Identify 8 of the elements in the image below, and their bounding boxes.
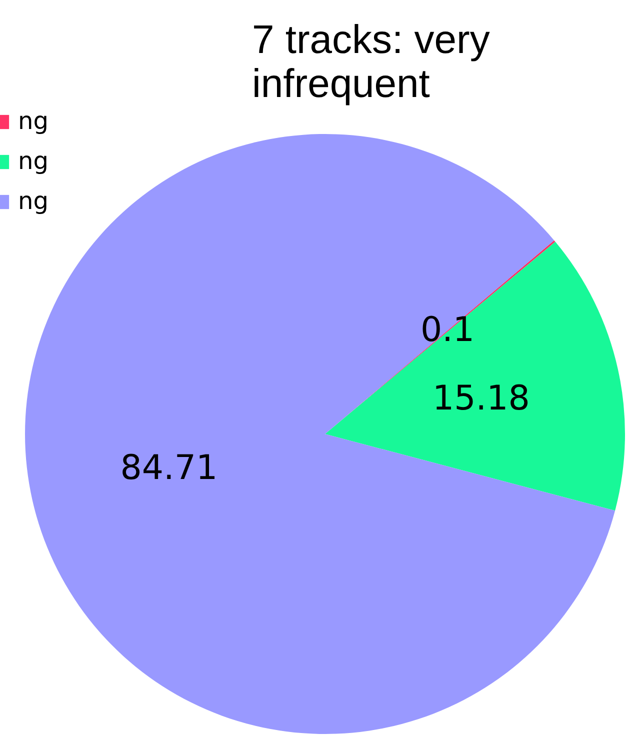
legend-label: ng <box>18 147 48 175</box>
legend-label: ng <box>18 187 48 215</box>
legend-label: ng <box>18 107 48 135</box>
data-label: 0.1 <box>420 310 475 350</box>
data-label: 15.18 <box>432 378 530 418</box>
pie-slice <box>325 242 625 511</box>
data-label: 84.71 <box>120 448 218 488</box>
chart-title: 7 tracks: very infrequent <box>252 18 490 106</box>
